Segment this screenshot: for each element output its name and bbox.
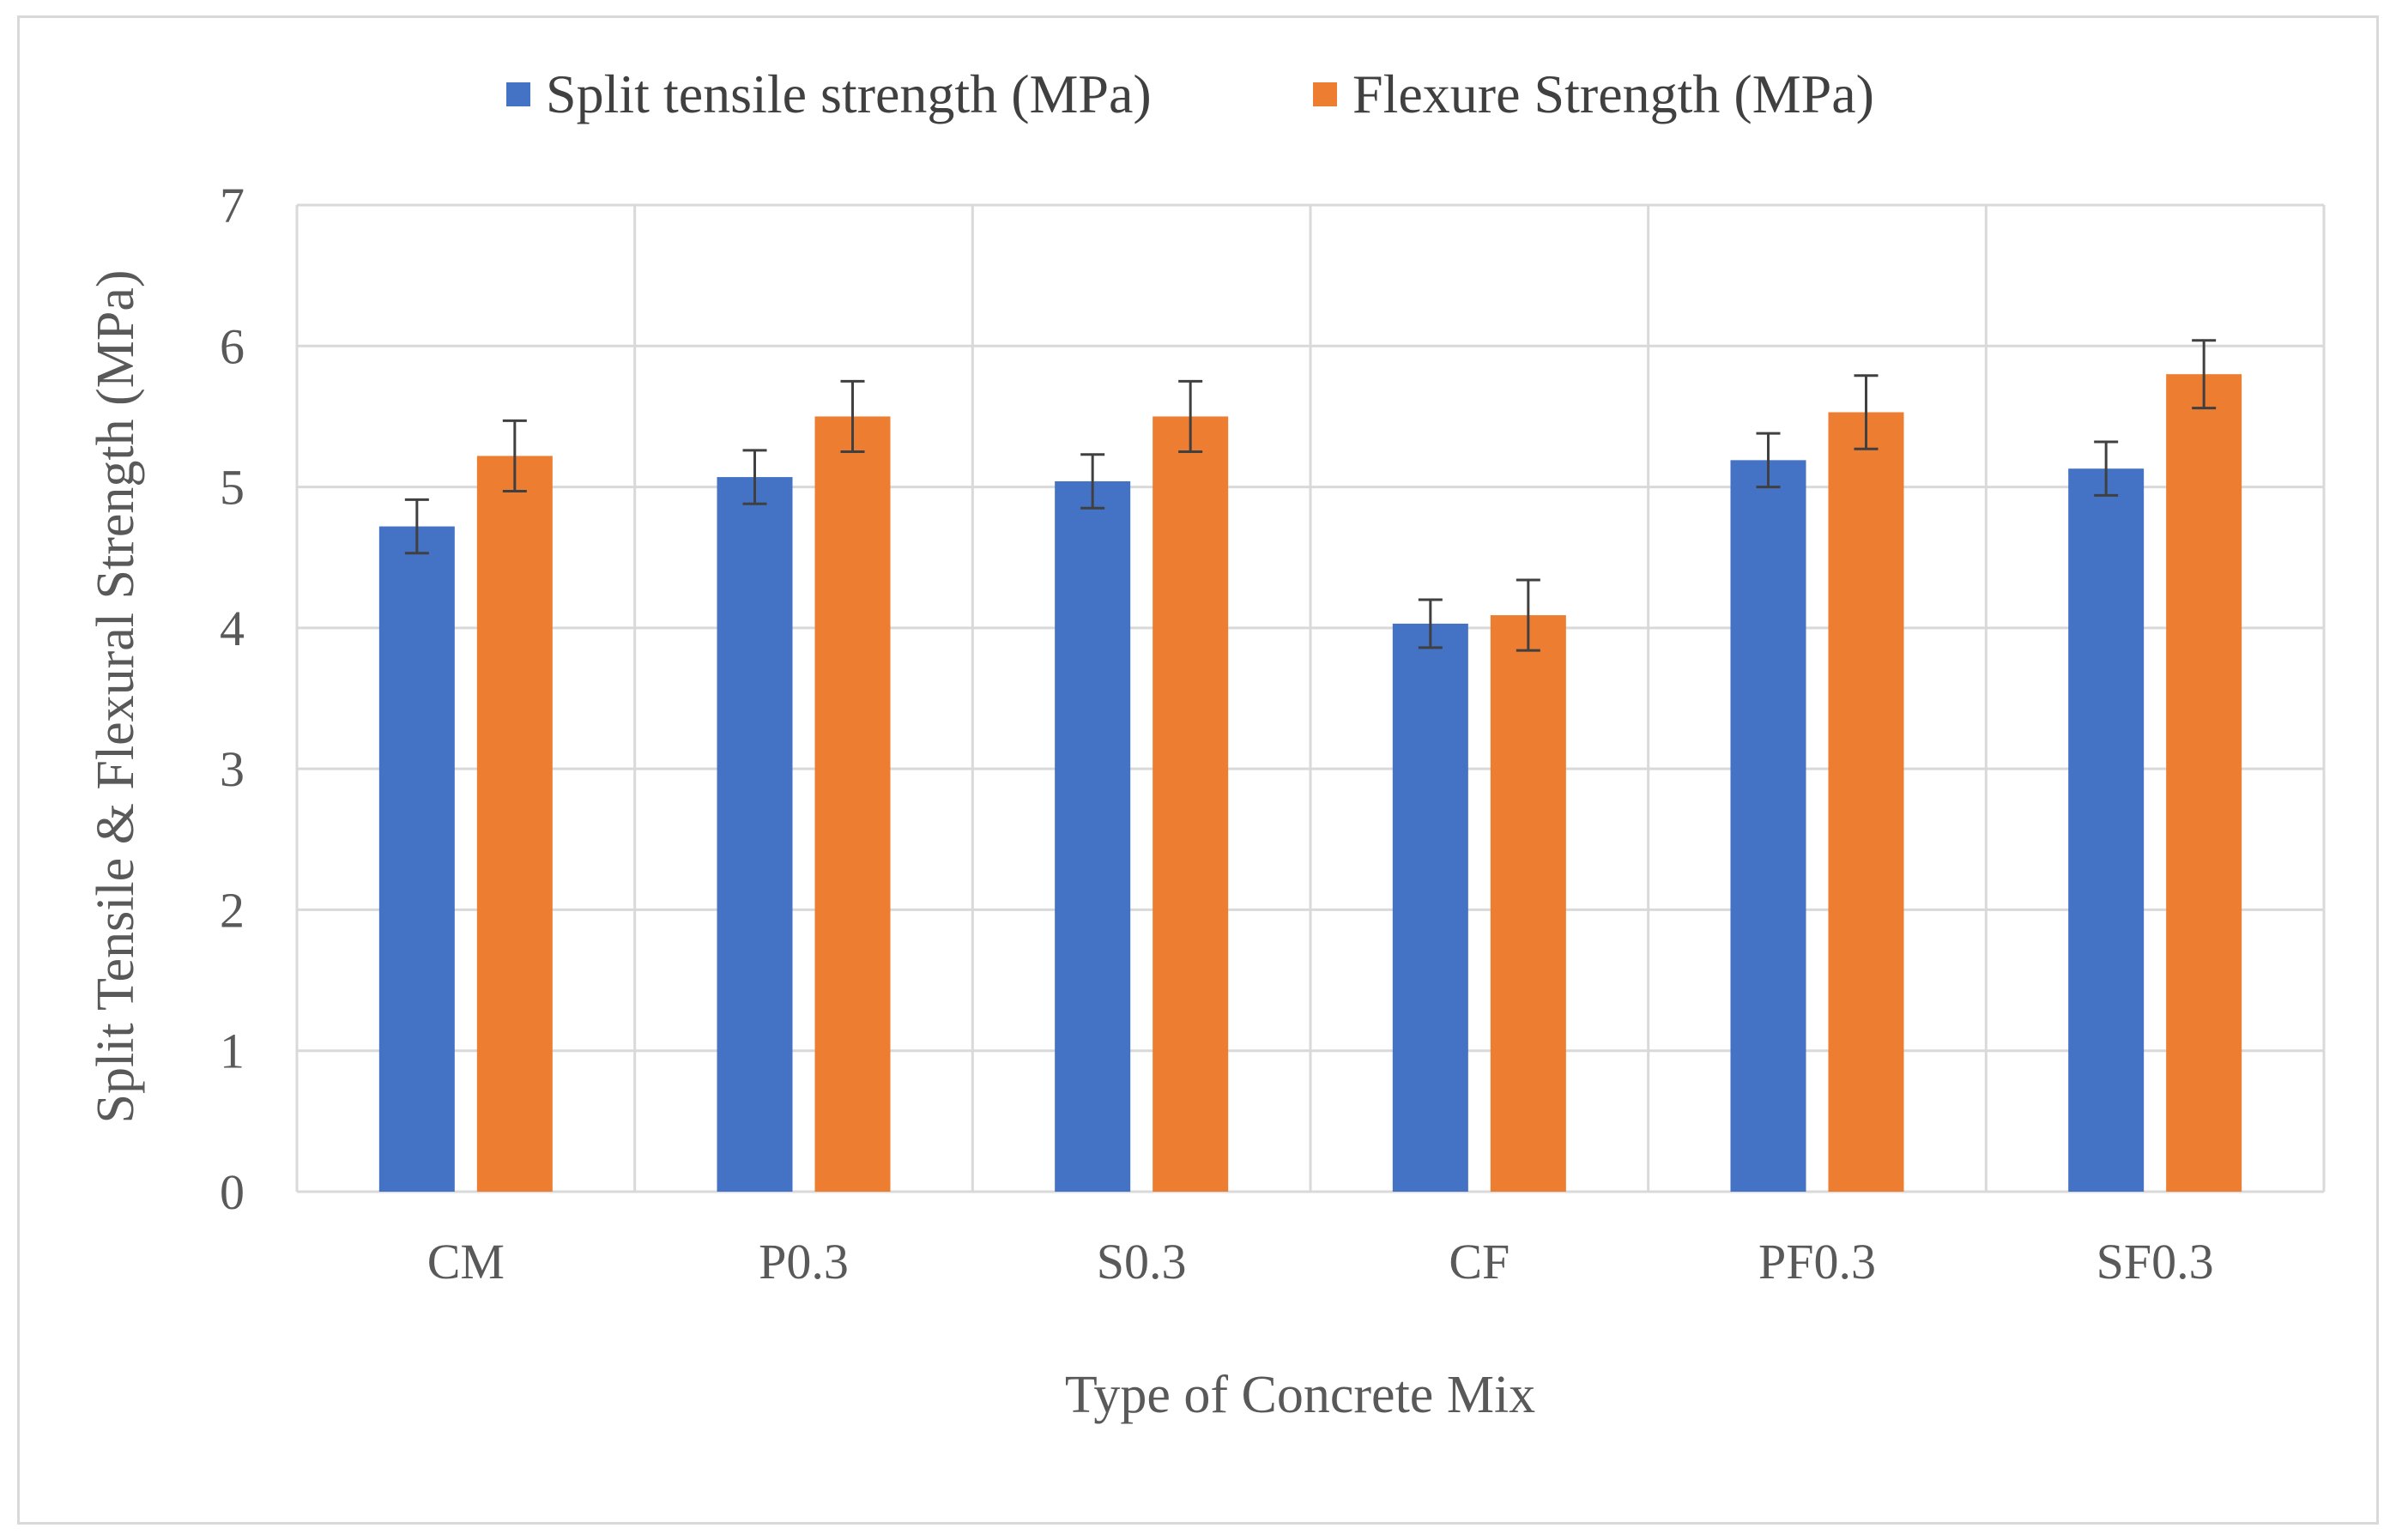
error-bar-flexure-cf [1516, 578, 1540, 652]
bar-flexure-pf03 [1828, 412, 1904, 1192]
y-tick-label: 5 [220, 460, 245, 516]
x-axis-ticks: CM P0.3 S0.3 CF PF0.3 SF0.3 [427, 1234, 2214, 1289]
bar-flexure-s03 [1153, 416, 1229, 1192]
bar-split-tensile-cm [378, 526, 455, 1192]
error-bar-split-tensile-cf [1418, 598, 1443, 649]
error-bar-flexure-pf03 [1854, 374, 1879, 450]
x-tick-label: P0.3 [759, 1234, 849, 1289]
error-bar-split-tensile-p03 [742, 449, 767, 505]
x-tick-label: PF0.3 [1758, 1234, 1876, 1289]
y-tick-label: 0 [220, 1164, 245, 1220]
x-tick-label: SF0.3 [2096, 1234, 2214, 1289]
error-bar-split-tensile-s03 [1080, 453, 1105, 510]
bar-split-tensile-pf03 [1730, 460, 1806, 1192]
y-axis-ticks: 0 1 2 3 4 5 6 7 [220, 178, 245, 1220]
error-bar-flexure-p03 [840, 379, 865, 453]
bar-flexure-cm [476, 456, 553, 1192]
bars [378, 374, 2242, 1193]
error-bar-split-tensile-pf03 [1756, 432, 1781, 489]
legend-label-split-tensile: Split tensile strength (MPa) [546, 63, 1152, 124]
legend-label-flexure: Flexure Strength (MPa) [1352, 63, 1874, 124]
y-tick-label: 3 [220, 741, 245, 797]
y-axis-title: Split Tensile & Flexural Strength (MPa) [87, 269, 145, 1123]
error-bar-split-tensile-cm [404, 498, 429, 555]
legend-swatch-flexure [1313, 82, 1337, 106]
y-tick-label: 6 [220, 318, 245, 374]
error-bar-flexure-sf03 [2192, 339, 2217, 410]
y-tick-label: 4 [220, 601, 245, 656]
x-tick-label: CM [427, 1234, 505, 1289]
gridlines [295, 203, 2326, 1193]
y-tick-label: 7 [220, 178, 245, 233]
legend-swatch-split-tensile [506, 82, 530, 106]
error-bar-flexure-s03 [1178, 379, 1203, 453]
y-tick-label: 2 [220, 882, 245, 938]
bar-split-tensile-p03 [717, 477, 793, 1192]
error-bar-split-tensile-sf03 [2094, 440, 2119, 497]
error-bars [404, 339, 2217, 652]
x-tick-label: S0.3 [1097, 1234, 1187, 1289]
legend: Split tensile strength (MPa) Flexure Str… [506, 63, 1874, 124]
x-tick-label: CF [1449, 1234, 1510, 1289]
x-axis-title: Type of Concrete Mix [1065, 1366, 1535, 1424]
y-tick-label: 1 [220, 1024, 245, 1079]
bar-split-tensile-sf03 [2068, 468, 2145, 1192]
error-bar-flexure-cm [502, 419, 527, 492]
bar-split-tensile-cf [1392, 623, 1468, 1192]
bar-flexure-sf03 [2166, 374, 2242, 1193]
bar-flexure-p03 [814, 416, 891, 1192]
bar-flexure-cf [1490, 615, 1566, 1192]
bar-split-tensile-s03 [1055, 481, 1131, 1192]
